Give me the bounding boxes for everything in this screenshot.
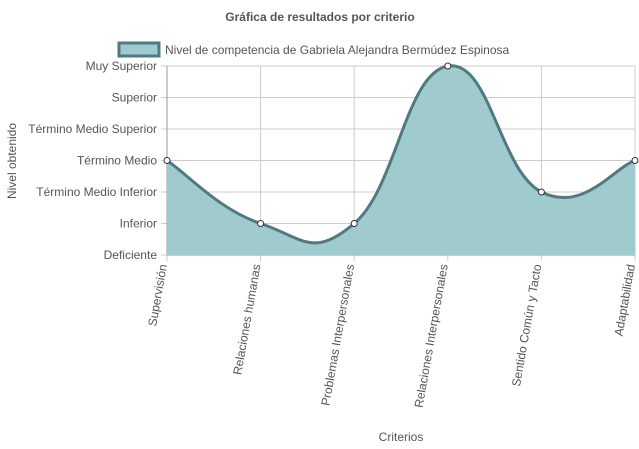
x-axis-title: Criterios xyxy=(379,430,424,444)
x-tick-labels: Supervisión Relaciones humanas Problemas I… xyxy=(145,263,638,409)
series-area xyxy=(167,65,635,255)
y-tick-label: Término Medio xyxy=(77,154,157,168)
data-point[interactable] xyxy=(163,157,171,164)
x-tick-label: Adaptabilidad xyxy=(612,263,638,337)
legend-swatch xyxy=(117,41,161,58)
x-tick-label: Sentido Común y Tacto xyxy=(509,263,544,388)
legend-label: Nivel de competencia de Gabriela Alejand… xyxy=(165,43,510,57)
y-tick-label: Deficiente xyxy=(104,248,158,262)
chart-title: Gráfica de resultados por criterio xyxy=(225,10,414,24)
y-tick-label: Superior xyxy=(112,91,157,105)
data-point[interactable] xyxy=(631,157,639,164)
x-tick-label: Relaciones humanas xyxy=(230,263,263,376)
y-tick-label: Término Medio Superior xyxy=(28,122,157,136)
y-axis-title: Nivel obtenido xyxy=(5,123,19,199)
data-point[interactable] xyxy=(537,188,545,196)
data-point[interactable] xyxy=(257,220,265,227)
x-tick-label: Relaciones Interpersonales xyxy=(412,263,451,409)
plot-area xyxy=(163,62,639,255)
data-point[interactable] xyxy=(444,62,452,70)
y-tick-label: Muy Superior xyxy=(86,59,157,73)
legend[interactable]: Nivel de competencia de Gabriela Alejand… xyxy=(117,41,510,58)
data-point[interactable] xyxy=(350,220,358,227)
y-tick-labels: Deficiente Inferior Término Medio Inferior… xyxy=(28,59,157,262)
x-tick-label: Supervisión xyxy=(145,263,170,327)
y-tick-label: Término Medio Inferior xyxy=(36,185,157,199)
y-tick-label: Inferior xyxy=(120,217,157,231)
x-tick-label: Problemas Interpersonales xyxy=(318,263,357,407)
